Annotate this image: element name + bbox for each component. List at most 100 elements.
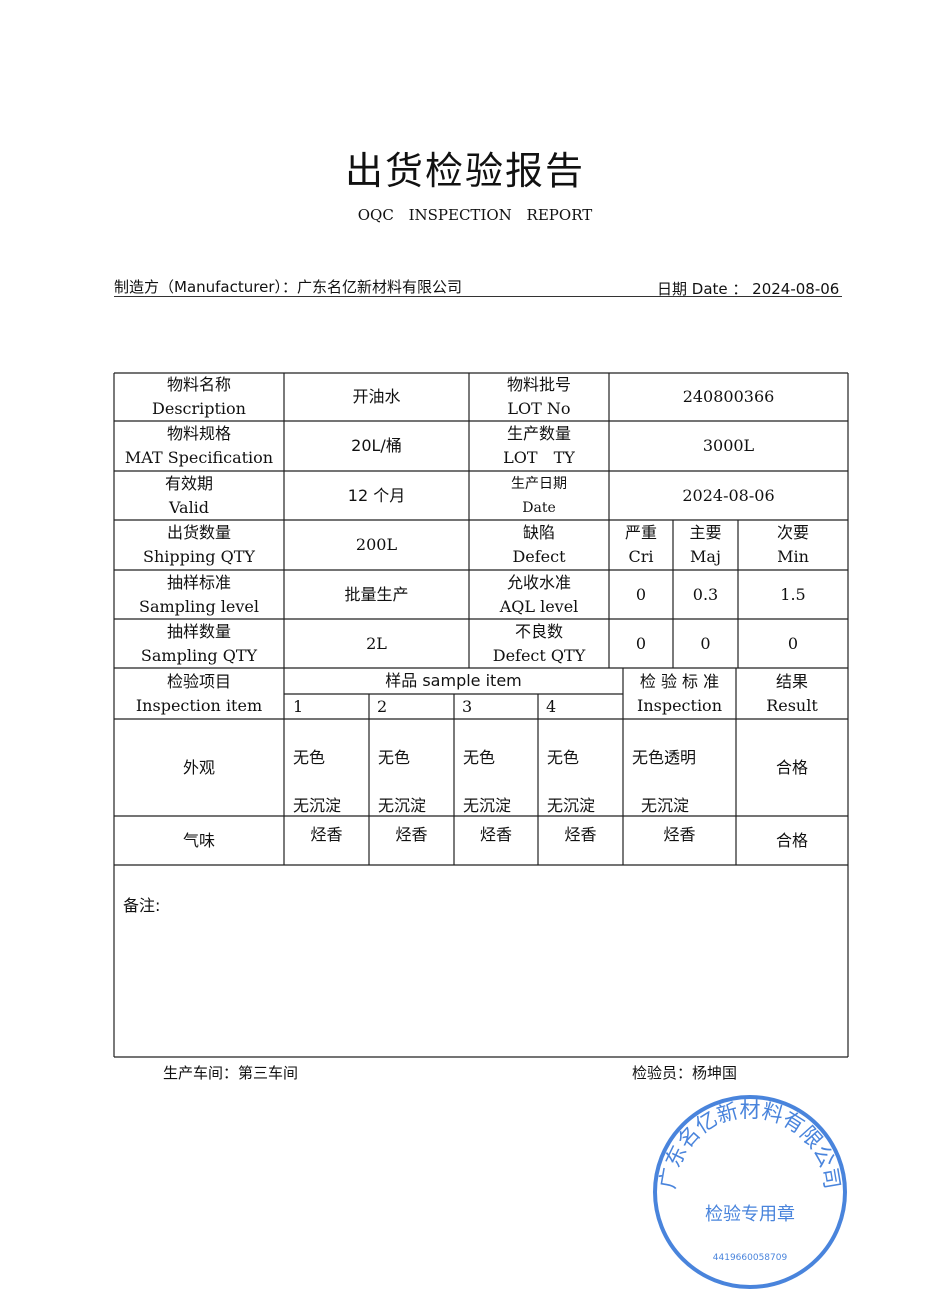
label-en: Inspection <box>637 695 722 715</box>
odor-sample-4: 烃香 <box>564 825 597 844</box>
label-zh: 检 验 标 准 <box>639 671 720 691</box>
valid-value: 12 个月 <box>347 485 406 505</box>
manufacturer-value: 广东名亿新材料有限公司 <box>297 278 463 296</box>
maj-label: 主要 Maj <box>673 520 738 570</box>
lot-label: 物料批号 LOT No <box>469 373 609 421</box>
sample-sediment: 无沉淀 <box>547 796 596 815</box>
label-zh: 抽样数量 <box>166 621 231 641</box>
label-en: Inspection item <box>135 695 263 715</box>
appearance-sample-2: 无色 无沉淀 <box>378 734 426 830</box>
standard-color: 无色透明 <box>632 748 697 767</box>
workshop: 生产车间：第三车间 <box>163 1064 299 1082</box>
proddate-label: 生产日期 Date <box>469 471 609 520</box>
label-zh: 缺陷 <box>522 523 555 542</box>
sqty-label: 抽样数量 Sampling QTY <box>114 619 284 668</box>
lot-value: 240800366 <box>682 387 775 406</box>
date-value: 2024-08-06 <box>752 280 840 298</box>
odor-sample-2: 烃香 <box>395 825 428 844</box>
sample-color: 无色 <box>547 748 580 767</box>
dqty-cri: 0 <box>635 633 647 653</box>
label-zh: 严重 <box>624 523 657 542</box>
sample-color: 无色 <box>293 748 326 767</box>
label-zh: 检验项目 <box>166 671 231 691</box>
svg-text:4419660058709: 4419660058709 <box>713 1253 788 1263</box>
proddate-value: 2024-08-06 <box>682 485 775 505</box>
odor-sample-1: 烃香 <box>310 825 343 844</box>
label-en: LOT TY <box>503 448 575 467</box>
label-zh: 允收水准 <box>506 572 571 592</box>
label-zh: 不良数 <box>514 621 563 641</box>
company-seal: 广东名亿新材料有限公司 检验专用章 4419660058709 <box>653 1095 847 1289</box>
sample-col-4: 4 <box>546 697 557 716</box>
label-zh: 物料名称 <box>166 375 231 394</box>
appearance-sample-3: 无色 无沉淀 <box>463 734 511 830</box>
label-zh: 次要 <box>776 523 809 542</box>
ship-label: 出货数量 Shipping QTY <box>114 520 284 570</box>
label-en: MAT Specification <box>124 448 274 467</box>
aql-min: 1.5 <box>780 584 806 604</box>
ship-value: 200L <box>355 535 398 554</box>
inspector: 检验员：杨坤国 <box>632 1064 738 1082</box>
sample-sediment: 无沉淀 <box>293 796 342 815</box>
sample-col-3: 3 <box>462 697 473 716</box>
page-title: 出货检验报告 <box>344 149 585 193</box>
dqty-maj: 0 <box>700 633 711 653</box>
qty-label: 生产数量 LOT TY <box>469 421 609 471</box>
aql-maj: 0.3 <box>692 584 719 604</box>
appearance-standard: 无色透明 无沉淀 <box>632 734 696 830</box>
appearance-sample-1: 无色 无沉淀 <box>293 734 341 830</box>
label-en: AQL level <box>499 596 579 616</box>
result-header: 结果 Result <box>736 668 848 719</box>
odor-result: 合格 <box>775 831 808 850</box>
label-en: Cri <box>628 547 654 566</box>
label-zh: 出货数量 <box>166 523 231 542</box>
sampling-label: 抽样标准 Sampling level <box>114 570 284 619</box>
label-zh: 物料规格 <box>166 424 231 443</box>
spec-value: 20L/桶 <box>351 436 402 455</box>
sample-sediment: 无沉淀 <box>463 796 512 815</box>
label-en: Sampling QTY <box>140 645 258 665</box>
aql-cri: 0 <box>635 584 647 604</box>
label-en: Maj <box>690 547 721 566</box>
label-en: Defect <box>512 547 566 566</box>
min-label: 次要 Min <box>738 520 848 570</box>
manufacturer: 制造方（Manufacturer）：广东名亿新材料有限公司 <box>114 276 462 297</box>
dqty-min: 0 <box>787 633 799 653</box>
label-en: Min <box>777 547 809 566</box>
label-en: LOT No <box>507 399 571 418</box>
sqty-value: 2L <box>366 633 387 653</box>
svg-text:广东名亿新材料有限公司: 广东名亿新材料有限公司 <box>656 1098 845 1191</box>
cri-label: 严重 Cri <box>609 520 673 570</box>
label-zh: 主要 <box>689 523 722 542</box>
label-zh: 物料批号 <box>506 375 571 394</box>
label-en: Date <box>522 499 556 516</box>
label-zh: 抽样标准 <box>166 572 231 592</box>
qty-value: 3000L <box>702 436 755 455</box>
sampling-value: 批量生产 <box>344 584 409 604</box>
label-zh: 生产数量 <box>506 424 571 443</box>
label-en: Description <box>152 399 246 418</box>
label-en: Defect QTY <box>492 645 586 665</box>
appearance-sample-4: 无色 无沉淀 <box>547 734 595 830</box>
manufacturer-label: 制造方（Manufacturer）： <box>114 278 297 296</box>
label-en: Result <box>766 695 818 715</box>
appearance-result: 合格 <box>775 757 808 777</box>
label-zh: 有效期 <box>164 473 213 493</box>
label-en: Sampling level <box>139 596 259 616</box>
spec-label: 物料规格 MAT Specification <box>114 421 284 471</box>
standard-header: 检 验 标 准 Inspection <box>623 668 736 719</box>
standard-sediment: 无沉淀 <box>641 796 690 815</box>
sample-color: 无色 <box>463 748 496 767</box>
description-label: 物料名称 Description <box>114 373 284 421</box>
report-date: 日期 Date ： 2024-08-06 <box>657 278 839 299</box>
sample-item-header: 样品 sample item <box>385 671 522 690</box>
sample-color: 无色 <box>378 748 411 767</box>
dqty-label: 不良数 Defect QTY <box>469 619 609 668</box>
appearance-item: 外观 <box>182 757 215 777</box>
inspection-item-header: 检验项目 Inspection item <box>114 668 284 719</box>
odor-standard: 烃香 <box>663 825 696 844</box>
label-en: Valid <box>168 497 210 517</box>
odor-item: 气味 <box>182 831 215 850</box>
date-label: 日期 Date ： <box>657 280 748 298</box>
